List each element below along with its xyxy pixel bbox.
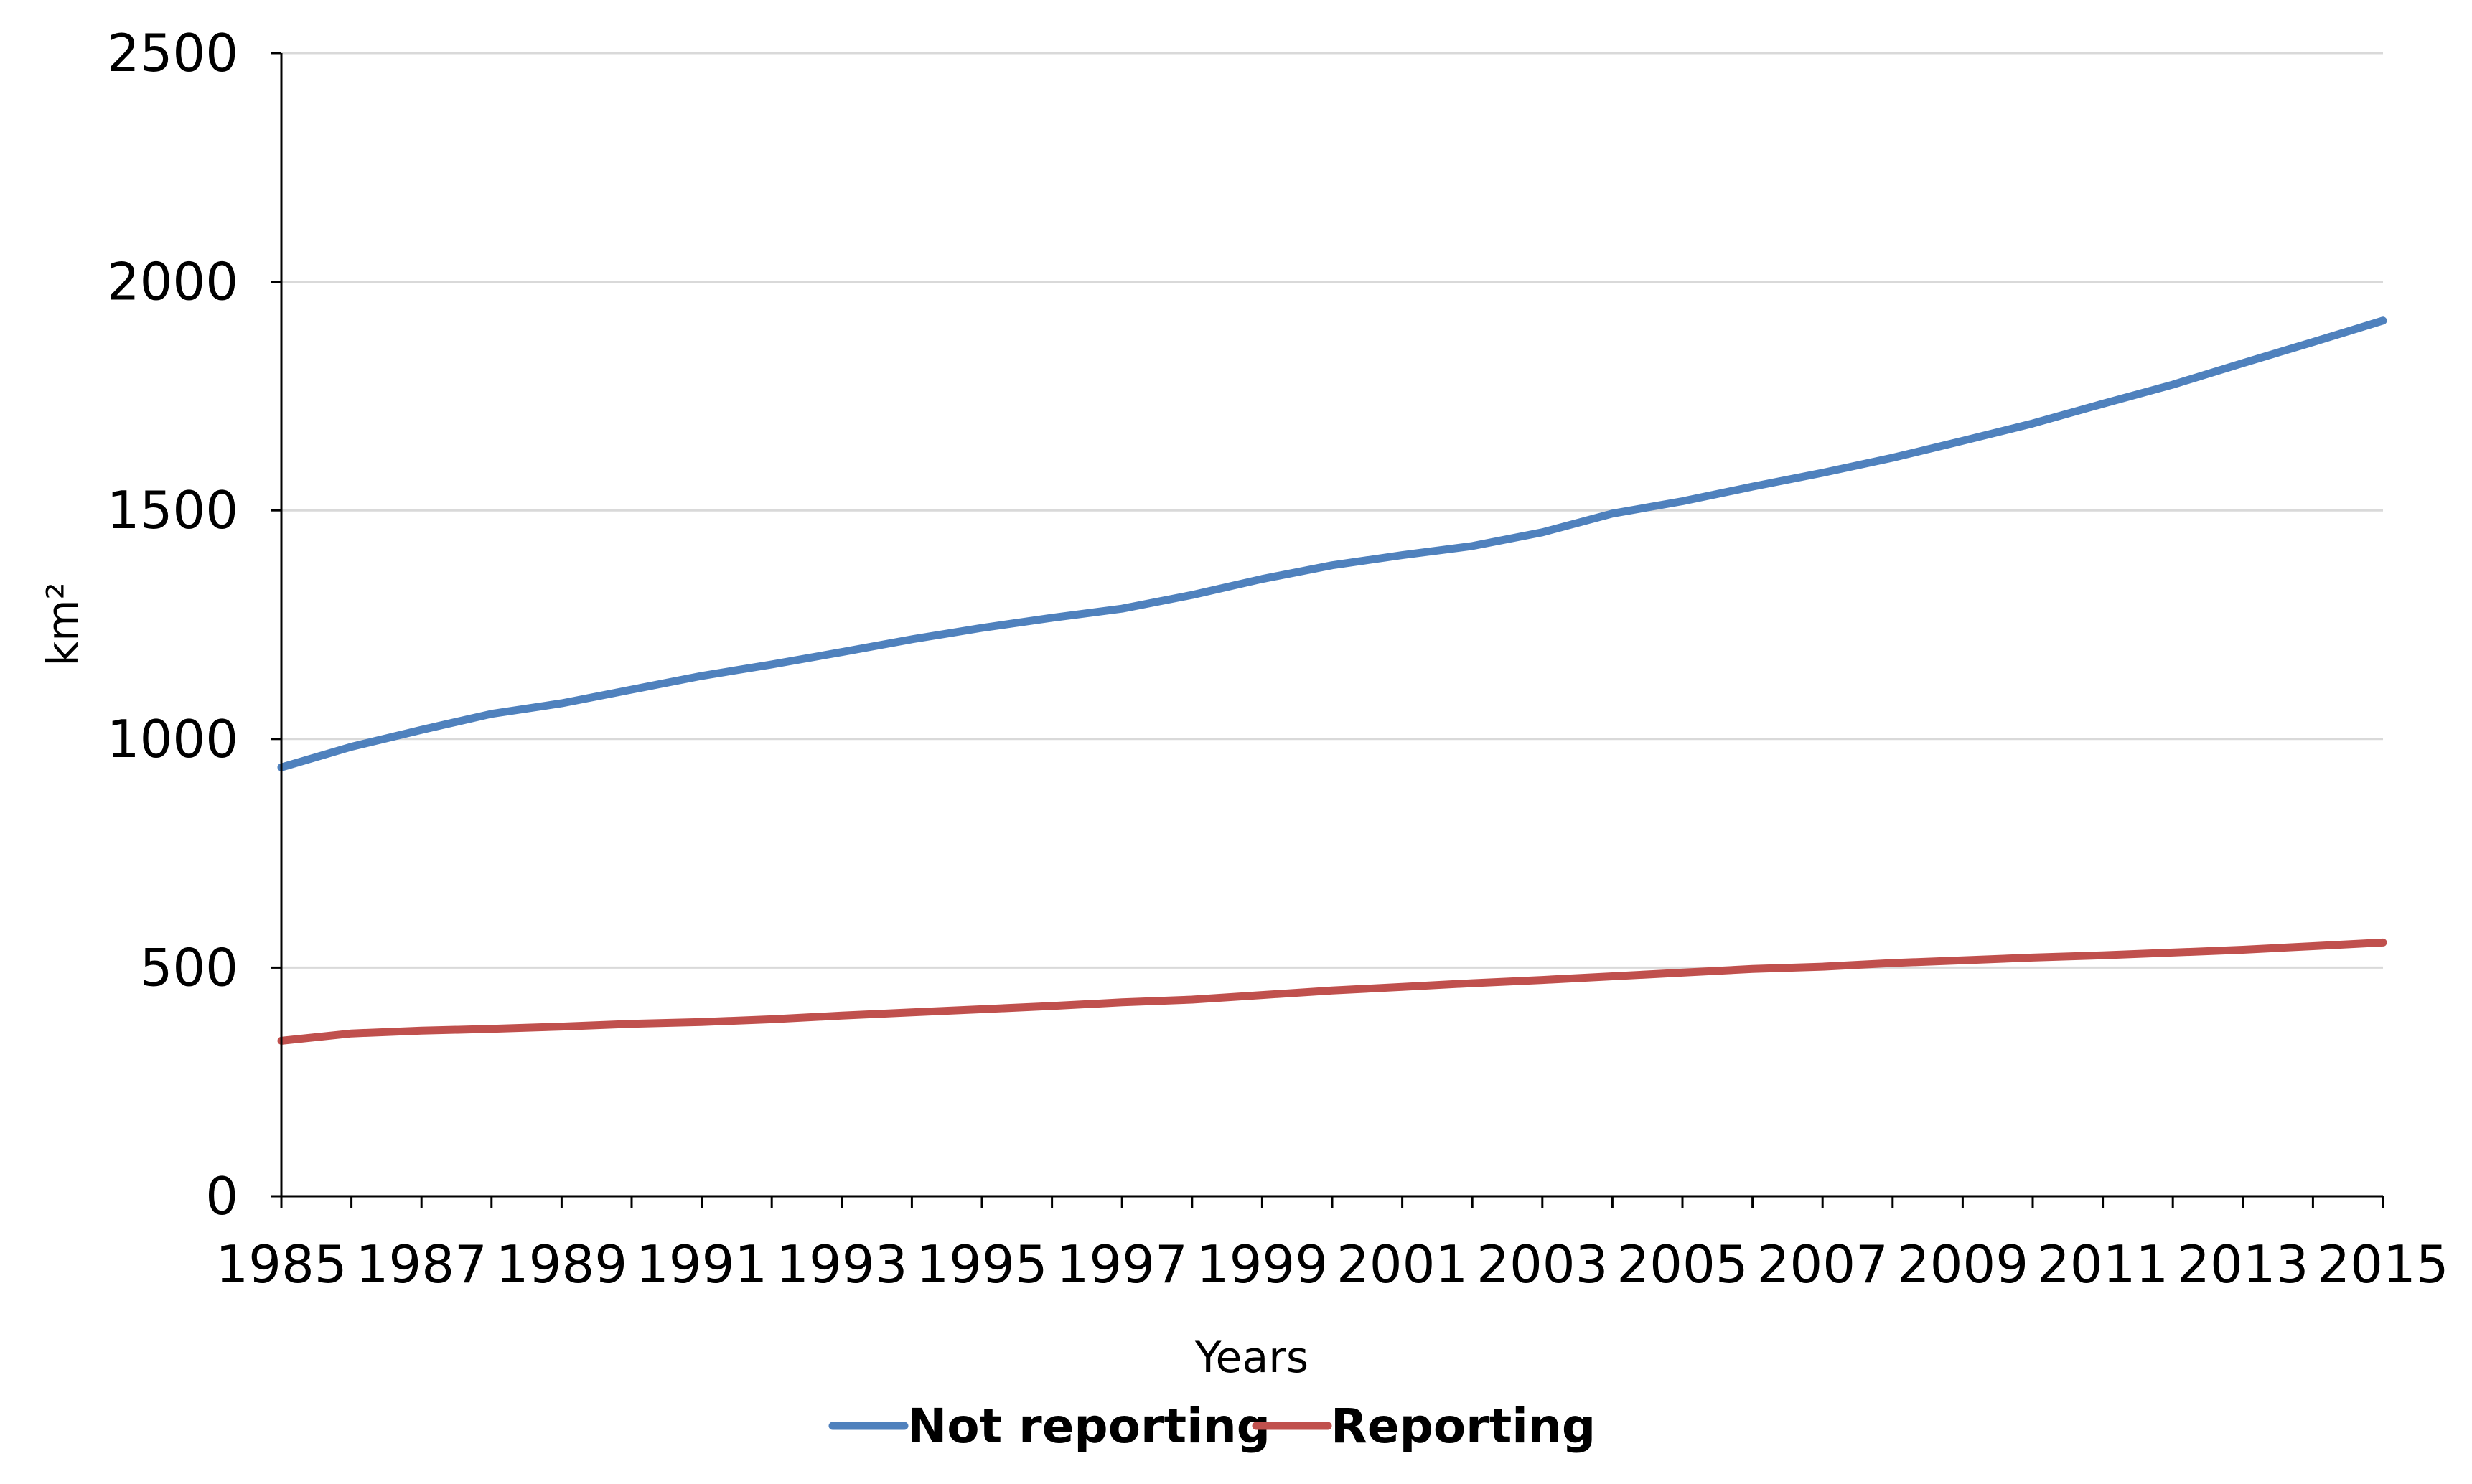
series-line-reporting — [277, 938, 2387, 1045]
y-tick-label: 1000 — [107, 709, 238, 769]
x-tick-label: 2011 — [2037, 1234, 2168, 1295]
tick-marks — [271, 52, 2384, 1208]
x-tick-label: 1993 — [776, 1234, 907, 1295]
series-line-not-reporting — [277, 316, 2387, 771]
gridlines — [281, 52, 2383, 969]
y-axis-title: km² — [38, 582, 88, 666]
legend-label: Not reporting — [907, 1399, 1270, 1454]
x-tick-label: 2003 — [1476, 1234, 1608, 1295]
y-tick-label: 0 — [205, 1166, 238, 1226]
x-tick-label: 1999 — [1197, 1234, 1328, 1295]
legend-label: Reporting — [1331, 1399, 1596, 1454]
legend: Not reporting Reporting — [828, 1399, 1596, 1454]
x-tick-label: 2007 — [1757, 1234, 1888, 1295]
x-tick-label: 1997 — [1057, 1234, 1188, 1295]
x-tick-label: 2009 — [1897, 1234, 2028, 1295]
x-tick-label: 2005 — [1616, 1234, 1748, 1295]
y-tick-label: 2000 — [107, 252, 238, 312]
series-lines — [277, 316, 2387, 1045]
x-axis-title: Years — [1194, 1333, 1308, 1383]
y-tick-label: 500 — [140, 937, 238, 997]
x-tick-label: 2001 — [1336, 1234, 1468, 1295]
x-tick-label: 1989 — [496, 1234, 627, 1295]
x-tick-label: 1985 — [215, 1234, 347, 1295]
x-tick-label: 1987 — [356, 1234, 487, 1295]
y-tick-labels: 0 500 1000 1500 2000 2500 — [107, 23, 238, 1226]
x-tick-labels: 1985 1987 1989 1991 1993 1995 1997 1999 2001 2003… — [215, 1234, 2448, 1295]
x-tick-label: 2015 — [2317, 1234, 2448, 1295]
x-tick-label: 2013 — [2177, 1234, 2308, 1295]
y-tick-label: 2500 — [107, 23, 238, 83]
y-tick-label: 1500 — [107, 480, 238, 540]
x-tick-label: 1995 — [916, 1234, 1047, 1295]
x-tick-label: 1991 — [636, 1234, 767, 1295]
